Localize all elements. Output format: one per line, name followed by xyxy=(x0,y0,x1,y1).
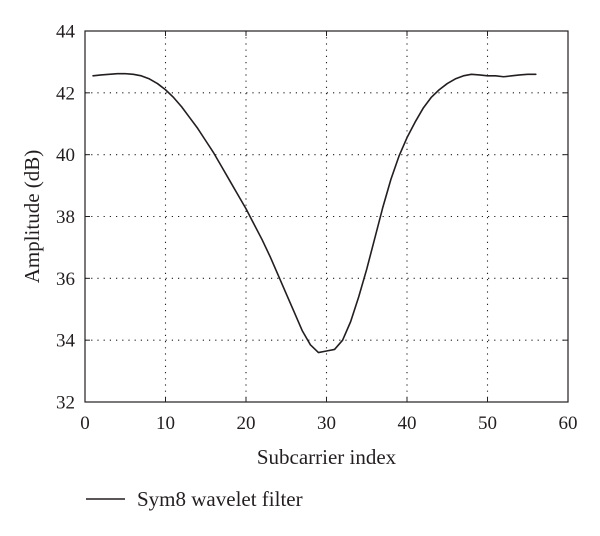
x-tick-label: 10 xyxy=(156,413,175,434)
y-tick-label: 36 xyxy=(56,269,75,290)
y-axis-label: Amplitude (dB) xyxy=(20,150,44,284)
y-tick-label: 38 xyxy=(56,207,75,228)
y-tick-label: 44 xyxy=(56,22,76,43)
legend: Sym8 wavelet filter xyxy=(86,487,303,511)
legend-label: Sym8 wavelet filter xyxy=(137,487,303,511)
series-line xyxy=(92,72,537,354)
x-tick-label: 50 xyxy=(478,413,497,434)
x-tick-label: 40 xyxy=(398,413,417,434)
series-layer xyxy=(92,72,537,354)
x-axis-label: Subcarrier index xyxy=(257,445,397,469)
x-tick-label: 30 xyxy=(317,413,336,434)
y-tick-label: 40 xyxy=(56,145,75,166)
x-tick-label: 20 xyxy=(237,413,256,434)
grid xyxy=(85,31,568,402)
ticks: 0 10 20 30 40 50 60 32 34 36 38 40 42 44 xyxy=(56,22,578,435)
x-tick-label: 60 xyxy=(559,413,578,434)
y-tick-label: 32 xyxy=(56,393,75,414)
plot-frame xyxy=(84,30,569,403)
y-tick-label: 42 xyxy=(56,83,75,104)
y-tick-label: 34 xyxy=(56,331,76,352)
x-tick-label: 0 xyxy=(80,413,90,434)
